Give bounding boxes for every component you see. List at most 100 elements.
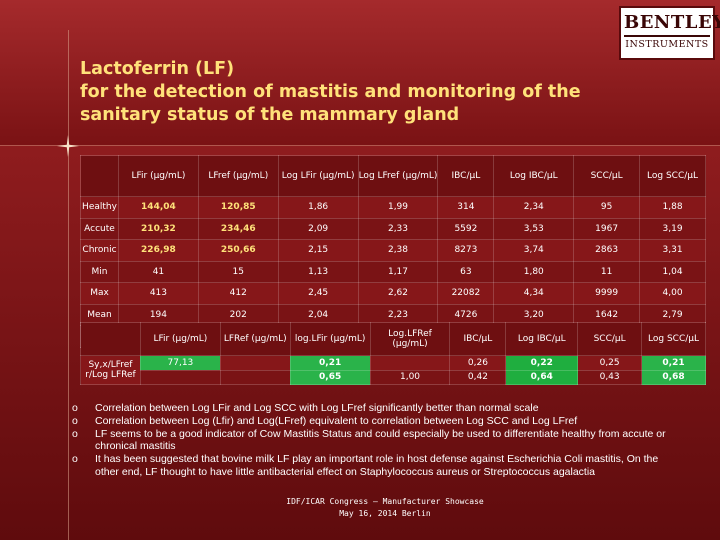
footer-date: May 16, 2014 Berlin (339, 509, 431, 518)
row-label: Healthy (80, 196, 119, 219)
table-cell: 2,15 (277, 239, 359, 262)
table-row: 0,65 1,00 0,42 0,64 0,43 0,68 (80, 369, 706, 385)
table-cell: 1,99 (357, 196, 439, 219)
table-cell: 4,34 (493, 282, 575, 305)
header-cell: LFref (µg/mL) (197, 155, 279, 197)
table-cell: 8273 (437, 239, 495, 262)
statistics-table: LFir (µg/mL) LFref (µg/mL) Log LFir (µg/… (80, 155, 706, 348)
row-label: Sy,x/LFref r/Log LFRef (80, 355, 141, 385)
title-line-1: Lactoferrin (LF) (80, 59, 235, 79)
row-label: Min (80, 260, 119, 283)
bullet-text: Correlation between Log (Lfir) and Log(L… (95, 414, 578, 427)
table-cell: 210,32 (117, 217, 199, 240)
table-cell: 1,00 (369, 369, 451, 385)
table-cell: 2,38 (357, 239, 439, 262)
bullet-marker: o (72, 402, 78, 414)
table-row: Accute 210,32 234,46 2,09 2,33 5592 3,53… (80, 217, 706, 240)
table-cell: 144,04 (117, 196, 199, 219)
table-cell: 1967 (573, 217, 641, 240)
table-cell (219, 369, 291, 385)
header-background (0, 0, 720, 145)
table-cell: 63 (437, 260, 495, 283)
table-cell: 226,98 (117, 239, 199, 262)
table-cell: 3,19 (639, 217, 706, 240)
table-cell-highlight: 0,65 (289, 369, 371, 385)
header-cell: Log.LFRef (µg/mL) (369, 322, 451, 356)
title-line-3: sanitary status of the mammary gland (80, 105, 460, 125)
table-cell: 120,85 (197, 196, 279, 219)
table-row: Max 413 412 2,45 2,62 22082 4,34 9999 4,… (80, 282, 706, 305)
table-cell: 1,80 (493, 260, 575, 283)
table-cell: 412 (197, 282, 279, 305)
table-cell-highlight: 0,21 (641, 355, 706, 371)
decorative-horizontal-line (0, 145, 720, 146)
header-cell: Log IBC/µL (505, 322, 579, 356)
table-cell: 1,86 (277, 196, 359, 219)
footer-event: IDF/ICAR Congress – Manufacturer Showcas… (286, 497, 484, 506)
table-header-row: LFir (µg/mL) LFref (µg/mL) Log LFir (µg/… (80, 155, 706, 197)
slide-title: Lactoferrin (LF) for the detection of ma… (80, 58, 640, 127)
table-row: Min 41 15 1,13 1,17 63 1,80 11 1,04 (80, 260, 706, 283)
bullet-list: o Correlation between Log LFir and Log S… (72, 402, 672, 479)
table-cell: 2,33 (357, 217, 439, 240)
table-cell: 2,62 (357, 282, 439, 305)
decorative-vertical-line (68, 30, 69, 540)
table-cell: 0,42 (449, 369, 507, 385)
table-cell (219, 355, 291, 371)
row-label: Accute (80, 217, 119, 240)
table-cell: 413 (117, 282, 199, 305)
row-label: Max (80, 282, 119, 305)
header-cell: Log IBC/µL (493, 155, 575, 197)
list-item: o LF seems to be a good indicator of Cow… (72, 428, 672, 454)
table-cell-highlight: 0,22 (505, 355, 579, 371)
table-cell-highlight: 0,21 (289, 355, 371, 371)
table-cell: 5592 (437, 217, 495, 240)
correlation-table: LFir (µg/mL) LFRef (µg/mL) log.LFir (µg/… (80, 322, 706, 385)
table-cell: 0,43 (577, 369, 643, 385)
table-cell-highlight: 0,64 (505, 369, 579, 385)
table-row: Chronic 226,98 250,66 2,15 2,38 8273 3,7… (80, 239, 706, 262)
table-cell: 234,46 (197, 217, 279, 240)
bullet-text: Correlation between Log LFir and Log SCC… (95, 402, 539, 414)
list-item: o It has been suggested that bovine milk… (72, 453, 672, 479)
table-cell: 1,17 (357, 260, 439, 283)
row-label: Chronic (80, 239, 119, 262)
table-cell: 3,74 (493, 239, 575, 262)
table-cell: 11 (573, 260, 641, 283)
bullet-marker: o (72, 453, 78, 466)
table-cell: 314 (437, 196, 495, 219)
table-row: Mean 194 202 2,04 2,23 4726 3,20 1642 2,… (80, 303, 706, 326)
header-cell: IBC/µL (449, 322, 507, 356)
footer: IDF/ICAR Congress – Manufacturer Showcas… (260, 496, 510, 520)
table-row: Sy,x/LFref r/Log LFRef 77,13 0,21 0,26 0… (80, 355, 706, 385)
header-cell (80, 155, 119, 197)
header-cell: SCC/µL (577, 322, 643, 356)
table-cell: 0,26 (449, 355, 507, 371)
list-item: o Correlation between Log (Lfir) and Log… (72, 415, 672, 428)
table-cell: 1,04 (639, 260, 706, 283)
sparkle-icon (57, 135, 79, 157)
table-cell: 3,31 (639, 239, 706, 262)
header-cell: Log LFref (µg/mL) (357, 155, 439, 197)
table-row: Healthy 144,04 120,85 1,86 1,99 314 2,34… (80, 196, 706, 219)
logo-sub: INSTRUMENTS (625, 39, 709, 50)
table-cell: 2863 (573, 239, 641, 262)
bullet-text: It has been suggested that bovine milk L… (95, 453, 659, 478)
table-header-row: LFir (µg/mL) LFRef (µg/mL) log.LFir (µg/… (80, 322, 706, 356)
table-cell: 95 (573, 196, 641, 219)
bentley-logo: BENTLEY INSTRUMENTS (619, 6, 720, 60)
header-cell: Log LFir (µg/mL) (277, 155, 359, 197)
table-cell: 2,09 (277, 217, 359, 240)
header-cell: log.LFir (µg/mL) (289, 322, 371, 356)
header-cell: SCC/µL (573, 155, 641, 197)
bullet-text: LF seems to be a good indicator of Cow M… (95, 427, 666, 453)
header-cell: IBC/µL (437, 155, 495, 197)
logo-brand: BENTLEY (624, 11, 720, 37)
table-cell: 0,25 (577, 355, 643, 371)
table-cell: 77,13 (139, 355, 221, 371)
header-cell (80, 322, 141, 356)
header-cell: LFir (µg/mL) (139, 322, 221, 356)
table-cell: 250,66 (197, 239, 279, 262)
title-line-2: for the detection of mastitis and monito… (80, 82, 581, 102)
table-cell: 2,45 (277, 282, 359, 305)
